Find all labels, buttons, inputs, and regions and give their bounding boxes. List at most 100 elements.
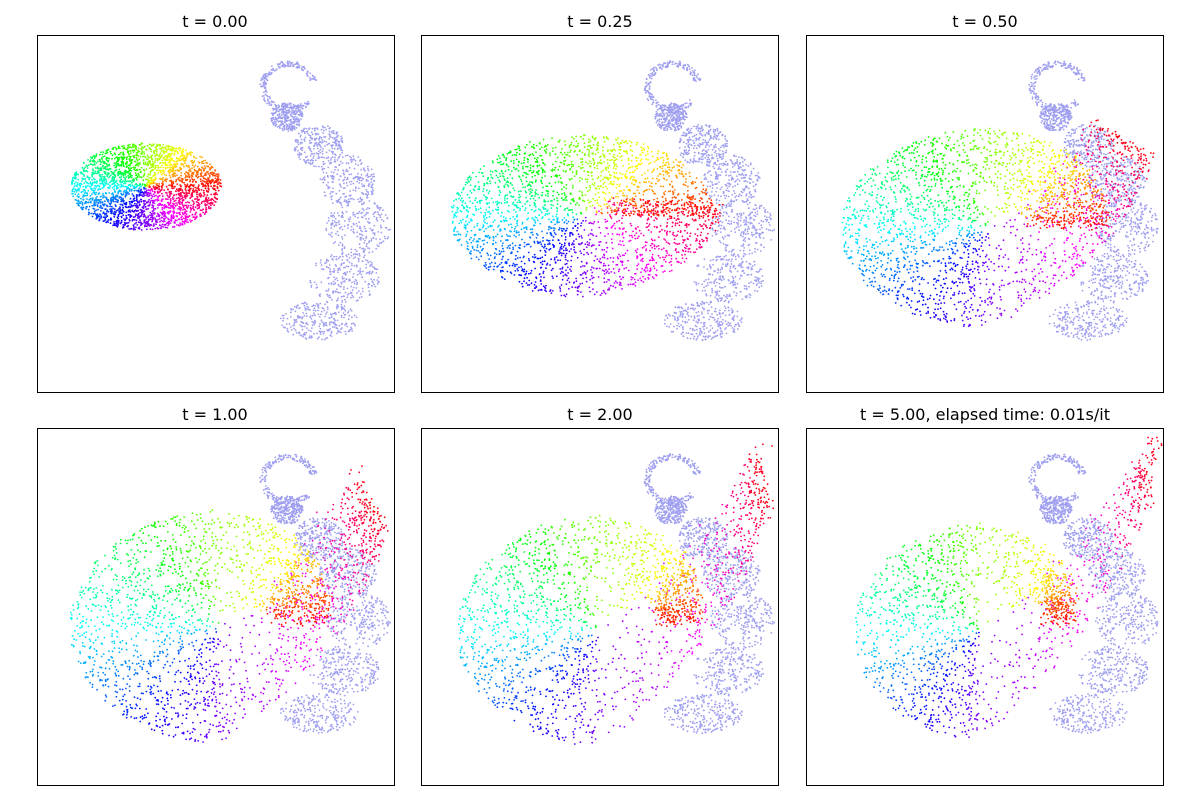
target-point <box>341 259 343 261</box>
target-point <box>296 123 298 125</box>
target-point <box>356 231 358 233</box>
target-point <box>361 216 363 218</box>
target-point <box>302 336 304 338</box>
sample-point <box>132 144 134 146</box>
sample-point <box>185 158 187 160</box>
target-point <box>703 328 705 330</box>
sample-point <box>145 216 147 218</box>
target-point <box>331 316 333 318</box>
target-point <box>330 212 332 214</box>
target-point <box>358 221 360 223</box>
target-point <box>703 287 705 289</box>
target-point <box>337 169 339 171</box>
target-point <box>293 104 295 106</box>
target-point <box>331 254 333 256</box>
sample-point <box>88 201 90 203</box>
target-point <box>297 104 299 106</box>
sample-point <box>162 182 164 184</box>
target-point <box>314 305 316 307</box>
sample-point <box>116 149 118 151</box>
target-point <box>271 120 273 122</box>
sample-point <box>92 216 94 218</box>
target-point <box>334 166 336 168</box>
target-point <box>357 217 359 219</box>
sample-point <box>183 199 185 201</box>
sample-point <box>99 180 101 182</box>
sample-point <box>167 164 169 166</box>
target-point <box>730 171 732 173</box>
sample-point <box>173 148 175 150</box>
target-point <box>362 291 364 293</box>
target-point <box>726 234 728 236</box>
panel-title: t = 2.00 <box>567 405 632 424</box>
sample-point <box>209 169 211 171</box>
target-point <box>335 327 337 329</box>
target-point <box>305 309 307 311</box>
sample-point <box>176 161 178 163</box>
sample-point <box>115 195 117 197</box>
target-point <box>310 330 312 332</box>
target-point <box>681 152 683 154</box>
sample-point <box>171 158 173 160</box>
sample-point <box>130 167 132 169</box>
sample-point <box>88 199 90 201</box>
sample-point <box>201 201 203 203</box>
sample-point <box>72 195 74 197</box>
sample-point <box>122 151 124 153</box>
target-point <box>327 290 329 292</box>
target-point <box>305 162 307 164</box>
target-point <box>292 309 294 311</box>
target-point <box>341 263 343 265</box>
target-point <box>346 278 348 280</box>
target-point <box>372 189 374 191</box>
sample-point <box>116 183 118 185</box>
target-point <box>293 128 295 130</box>
sample-point <box>208 187 210 189</box>
sample-point <box>192 195 194 197</box>
target-point <box>334 321 336 323</box>
target-point <box>337 320 339 322</box>
sample-point <box>133 205 135 207</box>
target-point <box>338 223 340 225</box>
sample-point <box>111 180 113 182</box>
target-point <box>350 286 352 288</box>
sample-point <box>135 222 137 224</box>
target-point <box>324 176 326 178</box>
target-point <box>351 198 353 200</box>
target-point <box>323 157 325 159</box>
sample-point <box>201 189 203 191</box>
sample-point <box>77 203 79 205</box>
sample-point <box>205 172 207 174</box>
target-point <box>362 288 364 290</box>
sample-point <box>200 174 202 176</box>
target-point <box>720 168 722 170</box>
target-point <box>333 281 335 283</box>
sample-point <box>148 177 150 179</box>
target-point <box>288 112 290 114</box>
target-point <box>304 302 306 304</box>
target-point <box>369 176 371 178</box>
target-point <box>351 330 353 332</box>
sample-point <box>113 172 115 174</box>
target-point <box>272 113 274 115</box>
sample-point <box>214 170 216 172</box>
target-point <box>321 339 323 341</box>
target-point <box>342 238 344 240</box>
sample-point <box>116 223 118 225</box>
target-point <box>360 274 362 276</box>
target-point <box>322 169 324 171</box>
target-point <box>755 175 757 177</box>
target-point <box>340 176 342 178</box>
target-point <box>331 335 333 337</box>
target-point <box>284 102 286 104</box>
target-point <box>346 265 348 267</box>
sample-point <box>86 198 88 200</box>
sample-point <box>167 167 169 169</box>
sample-point <box>129 220 131 222</box>
target-point <box>307 309 309 311</box>
target-point <box>338 164 340 166</box>
target-point <box>373 216 375 218</box>
sample-point <box>132 146 134 148</box>
target-point <box>317 143 319 145</box>
target-point <box>334 157 336 159</box>
